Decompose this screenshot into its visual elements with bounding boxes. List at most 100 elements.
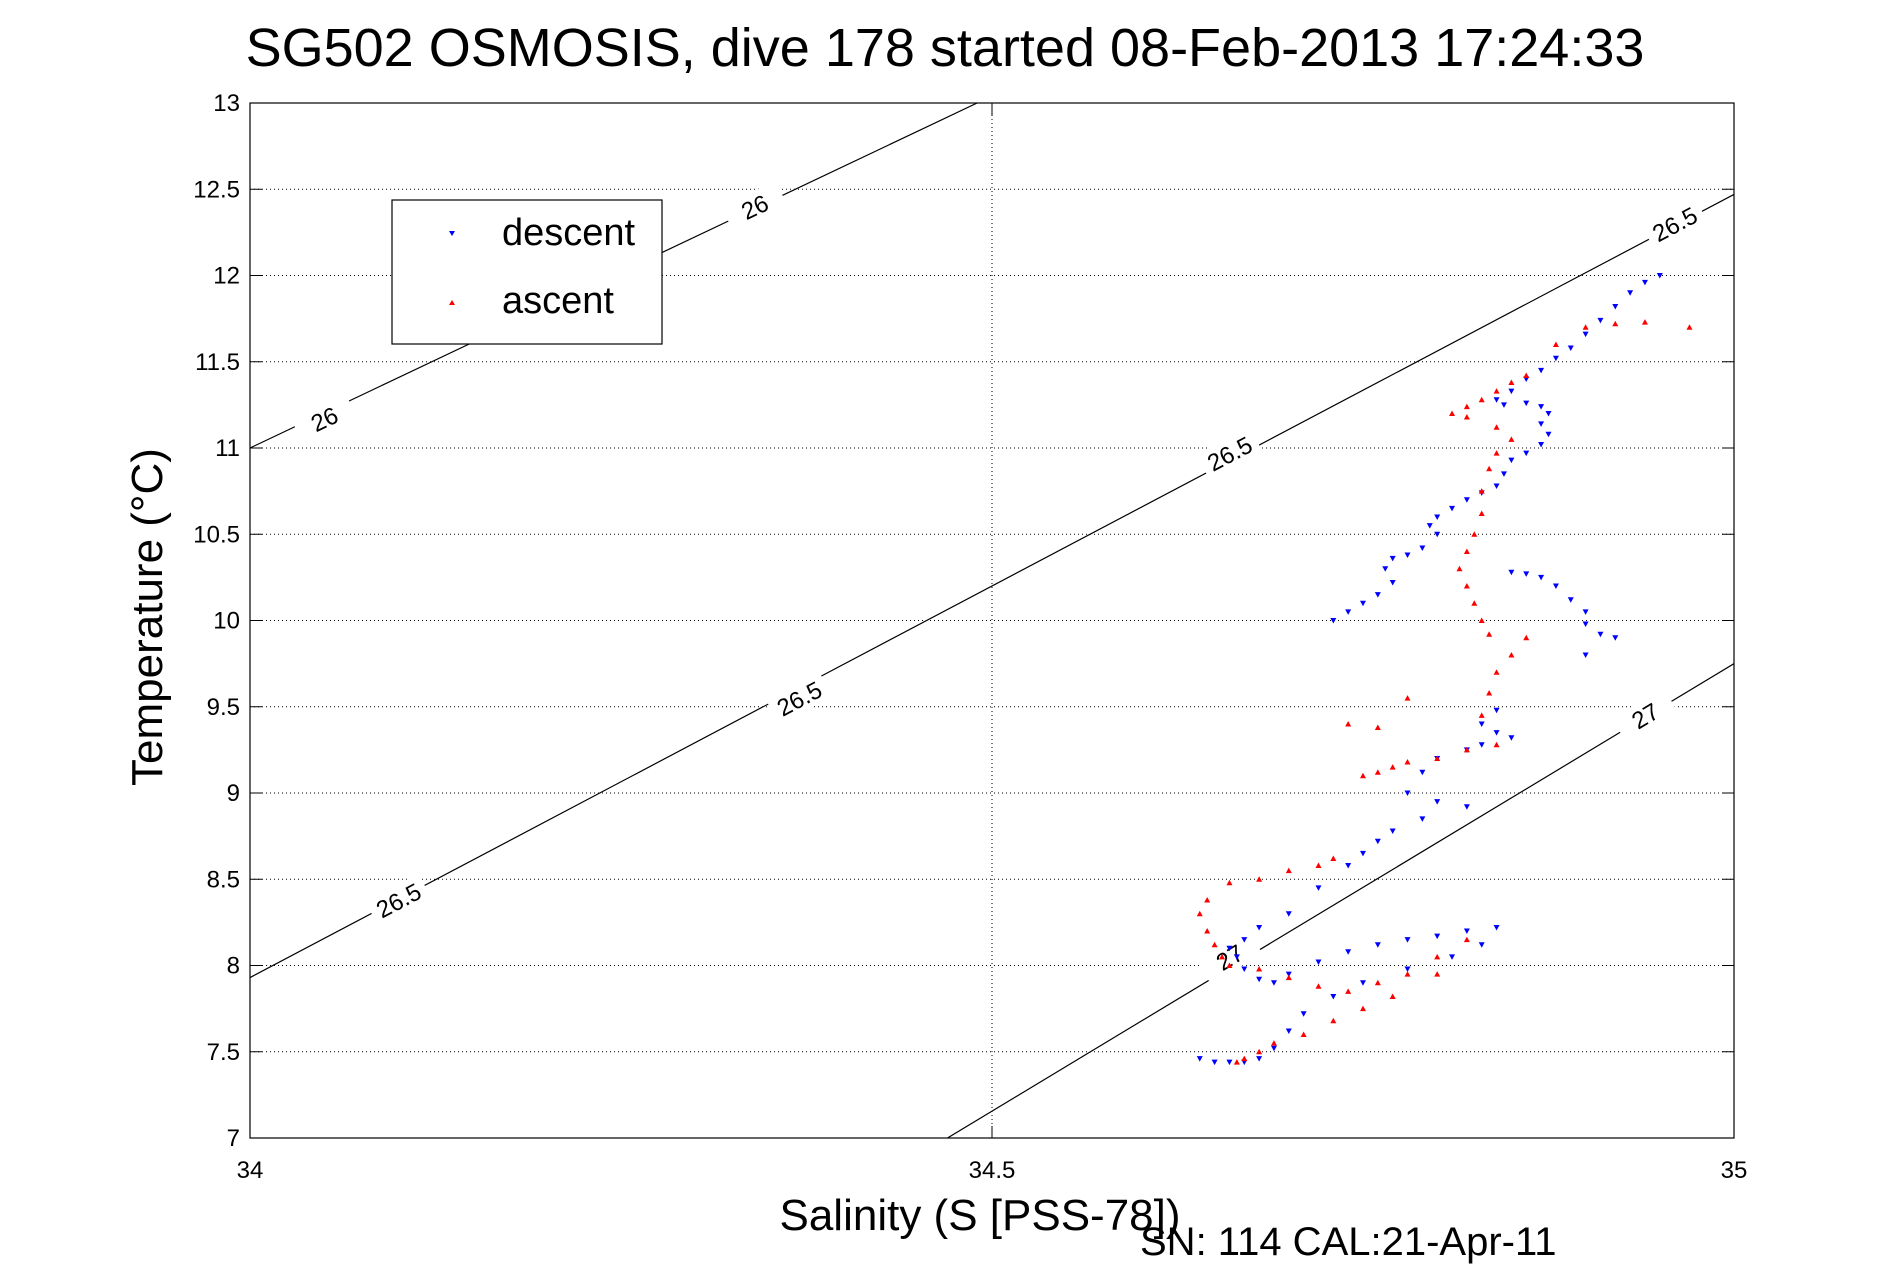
data-point bbox=[1315, 983, 1322, 989]
data-point bbox=[1463, 583, 1470, 589]
data-point bbox=[1233, 954, 1240, 960]
data-point bbox=[1552, 583, 1559, 589]
data-point bbox=[1345, 988, 1352, 994]
data-point bbox=[1582, 621, 1589, 627]
data-point bbox=[1404, 790, 1411, 796]
data-point bbox=[1538, 442, 1545, 448]
data-point bbox=[1523, 634, 1530, 641]
data-point bbox=[1478, 942, 1485, 948]
data-point bbox=[1463, 928, 1470, 934]
data-point bbox=[1486, 631, 1493, 637]
data-point bbox=[1404, 695, 1411, 701]
data-point bbox=[1374, 979, 1381, 986]
data-point bbox=[1582, 652, 1589, 658]
data-point bbox=[1493, 450, 1500, 456]
y-tick-label: 12.5 bbox=[193, 176, 240, 203]
data-point bbox=[1456, 565, 1463, 572]
data-point bbox=[1300, 1031, 1307, 1037]
data-point bbox=[1552, 355, 1559, 362]
data-point bbox=[1226, 879, 1233, 886]
data-point bbox=[1256, 1056, 1263, 1062]
data-point bbox=[1226, 945, 1233, 952]
contour-label-bg bbox=[1641, 197, 1708, 251]
data-point bbox=[1256, 1048, 1263, 1055]
data-point bbox=[1270, 1045, 1277, 1052]
legend-label-ascent: ascent bbox=[502, 280, 614, 322]
data-point bbox=[1434, 971, 1441, 977]
data-point bbox=[1597, 317, 1604, 324]
data-point bbox=[1226, 962, 1233, 968]
data-point bbox=[1552, 341, 1559, 347]
data-point bbox=[1426, 523, 1433, 529]
data-point bbox=[1345, 862, 1352, 869]
data-point bbox=[1582, 331, 1589, 338]
data-point bbox=[1419, 545, 1426, 552]
x-tick-label: 34 bbox=[237, 1157, 264, 1184]
x-axis-label: Salinity (S [PSS-78]) bbox=[779, 1191, 1180, 1240]
data-point bbox=[1345, 609, 1352, 615]
data-point bbox=[1597, 631, 1604, 638]
data-point bbox=[1285, 971, 1292, 978]
data-point bbox=[1270, 1040, 1277, 1046]
contour-label-bg bbox=[1612, 687, 1678, 743]
data-point bbox=[1389, 764, 1396, 770]
data-point bbox=[1315, 862, 1322, 868]
data-point bbox=[1508, 652, 1515, 658]
data-point bbox=[1478, 721, 1485, 727]
data-point bbox=[1463, 548, 1470, 554]
data-point bbox=[1486, 465, 1493, 472]
data-point bbox=[1404, 971, 1411, 977]
data-point bbox=[1493, 669, 1500, 675]
data-point bbox=[1582, 609, 1589, 615]
data-point bbox=[1241, 937, 1248, 943]
data-point bbox=[1493, 741, 1500, 748]
y-tick-label: 11 bbox=[215, 435, 240, 462]
data-point bbox=[1627, 290, 1634, 296]
data-point bbox=[1545, 411, 1552, 417]
data-point bbox=[1641, 319, 1648, 325]
data-point bbox=[1256, 925, 1263, 931]
data-point bbox=[1419, 816, 1426, 822]
data-point bbox=[1374, 769, 1381, 775]
grid-lines bbox=[250, 103, 1734, 1138]
data-point bbox=[1374, 724, 1381, 730]
data-point bbox=[1478, 712, 1485, 718]
data-point bbox=[1285, 867, 1292, 874]
y-tick-label: 7.5 bbox=[207, 1039, 240, 1066]
data-point bbox=[1404, 966, 1411, 972]
data-point bbox=[1471, 531, 1478, 537]
data-point bbox=[1493, 925, 1500, 931]
data-point bbox=[1478, 396, 1485, 403]
data-point bbox=[1211, 941, 1218, 948]
data-point bbox=[1434, 933, 1441, 940]
data-point bbox=[1538, 421, 1545, 427]
data-point bbox=[1211, 1059, 1218, 1066]
data-point bbox=[1508, 569, 1515, 576]
y-tick-label: 10.5 bbox=[193, 521, 240, 548]
data-point bbox=[1545, 431, 1552, 438]
data-point bbox=[1508, 735, 1515, 741]
y-tick-label: 8 bbox=[227, 953, 240, 980]
data-point bbox=[1382, 566, 1389, 572]
y-tick-label: 13 bbox=[213, 90, 240, 117]
data-point bbox=[1449, 410, 1456, 416]
contour-label-bg bbox=[1196, 929, 1263, 985]
data-point bbox=[1538, 404, 1545, 410]
data-point bbox=[1493, 707, 1500, 714]
data-point bbox=[1471, 600, 1478, 606]
data-point bbox=[1493, 424, 1500, 430]
data-point bbox=[1434, 514, 1441, 520]
data-point bbox=[1404, 552, 1411, 558]
contour-label-bg bbox=[365, 873, 432, 927]
legend-marker-ascent bbox=[449, 300, 455, 305]
data-point bbox=[1233, 1059, 1240, 1065]
data-point bbox=[1508, 379, 1515, 385]
data-point bbox=[1241, 1055, 1248, 1062]
data-point bbox=[1345, 721, 1352, 727]
data-point bbox=[1389, 993, 1396, 1000]
y-axis-label: Temperature (°C) bbox=[123, 448, 172, 786]
series-ascent bbox=[1196, 319, 1693, 1065]
data-point bbox=[1374, 838, 1381, 845]
data-point bbox=[1478, 488, 1485, 494]
